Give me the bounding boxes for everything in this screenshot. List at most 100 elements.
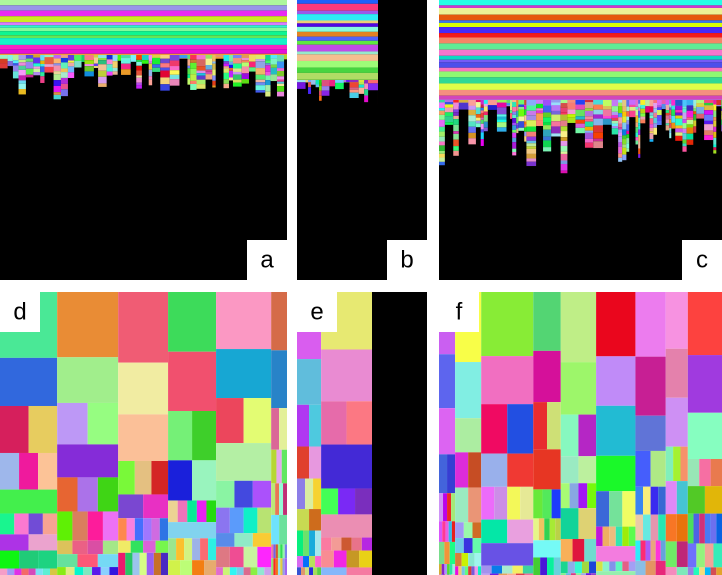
stripe xyxy=(458,100,469,103)
stripe xyxy=(152,67,161,72)
stripe xyxy=(567,114,576,118)
stripe xyxy=(618,132,623,137)
block xyxy=(553,557,561,575)
block xyxy=(710,567,717,575)
panel-background xyxy=(372,292,427,575)
block xyxy=(650,450,666,487)
block xyxy=(222,567,230,575)
stripe xyxy=(439,5,722,8)
stripe xyxy=(593,104,603,110)
stripe xyxy=(516,125,519,129)
block xyxy=(468,566,472,575)
stripe xyxy=(453,150,459,156)
stripe xyxy=(675,112,683,116)
stripe xyxy=(241,66,249,74)
stripe xyxy=(618,113,623,118)
stripe xyxy=(241,60,249,63)
block xyxy=(118,552,126,575)
block xyxy=(635,514,644,541)
block xyxy=(196,500,207,523)
stripe xyxy=(704,120,714,125)
block xyxy=(118,414,169,461)
stripe xyxy=(510,100,513,104)
stripe xyxy=(136,70,142,76)
stripe xyxy=(453,100,459,103)
block xyxy=(660,540,666,561)
stripe xyxy=(0,0,287,6)
stripe xyxy=(483,100,488,104)
stripe xyxy=(468,126,476,133)
stripe xyxy=(575,127,585,134)
stripe xyxy=(682,123,687,129)
stripe xyxy=(686,100,694,106)
stripe xyxy=(444,100,454,103)
stripe xyxy=(241,57,249,61)
stripe xyxy=(453,139,459,147)
block xyxy=(321,550,334,568)
stripe xyxy=(626,124,630,131)
stripe xyxy=(524,105,527,110)
block xyxy=(665,446,674,482)
block xyxy=(455,553,462,567)
block xyxy=(309,446,322,479)
stripe xyxy=(682,112,687,120)
stripe xyxy=(496,114,507,117)
block xyxy=(589,561,597,574)
stripe xyxy=(575,123,585,128)
block xyxy=(687,355,722,413)
stripe xyxy=(196,59,206,67)
stripe xyxy=(622,111,627,117)
stripe xyxy=(524,131,527,137)
block xyxy=(447,564,450,575)
block xyxy=(507,486,521,520)
stripe xyxy=(618,146,623,154)
stripe xyxy=(349,80,359,83)
block xyxy=(341,537,352,551)
stripe xyxy=(439,71,722,78)
stripe xyxy=(713,137,717,145)
stripe xyxy=(584,130,594,133)
stripe xyxy=(584,110,594,117)
block xyxy=(565,573,571,575)
stripe xyxy=(693,108,697,112)
block xyxy=(216,398,244,444)
stripe xyxy=(551,126,561,134)
block xyxy=(575,573,581,575)
stripe xyxy=(640,104,646,109)
stripe xyxy=(686,110,694,118)
block xyxy=(687,486,705,514)
block xyxy=(57,444,119,478)
stripe xyxy=(276,81,285,84)
block xyxy=(102,511,119,541)
block xyxy=(297,404,310,447)
stripe xyxy=(635,127,639,133)
stripe xyxy=(536,110,544,114)
block xyxy=(118,518,127,541)
stripe xyxy=(475,117,481,121)
stripe xyxy=(618,153,623,158)
block xyxy=(28,568,36,575)
block xyxy=(168,522,217,539)
stripe xyxy=(67,62,75,67)
stripe xyxy=(496,127,507,132)
block xyxy=(704,543,714,568)
stripe xyxy=(33,55,41,58)
block xyxy=(321,567,347,575)
block xyxy=(699,458,711,487)
stripe xyxy=(358,87,365,94)
stripe xyxy=(297,3,378,11)
block xyxy=(313,478,322,510)
stripe xyxy=(349,82,359,88)
stripe xyxy=(212,55,216,62)
block xyxy=(444,564,448,575)
stripe xyxy=(560,140,568,146)
block xyxy=(665,292,688,349)
block xyxy=(243,507,258,534)
stripe xyxy=(53,71,61,75)
block xyxy=(14,568,22,575)
stripe xyxy=(686,124,694,128)
stripe xyxy=(196,73,206,76)
block xyxy=(192,560,205,575)
stripe xyxy=(526,161,537,167)
block xyxy=(468,452,482,488)
